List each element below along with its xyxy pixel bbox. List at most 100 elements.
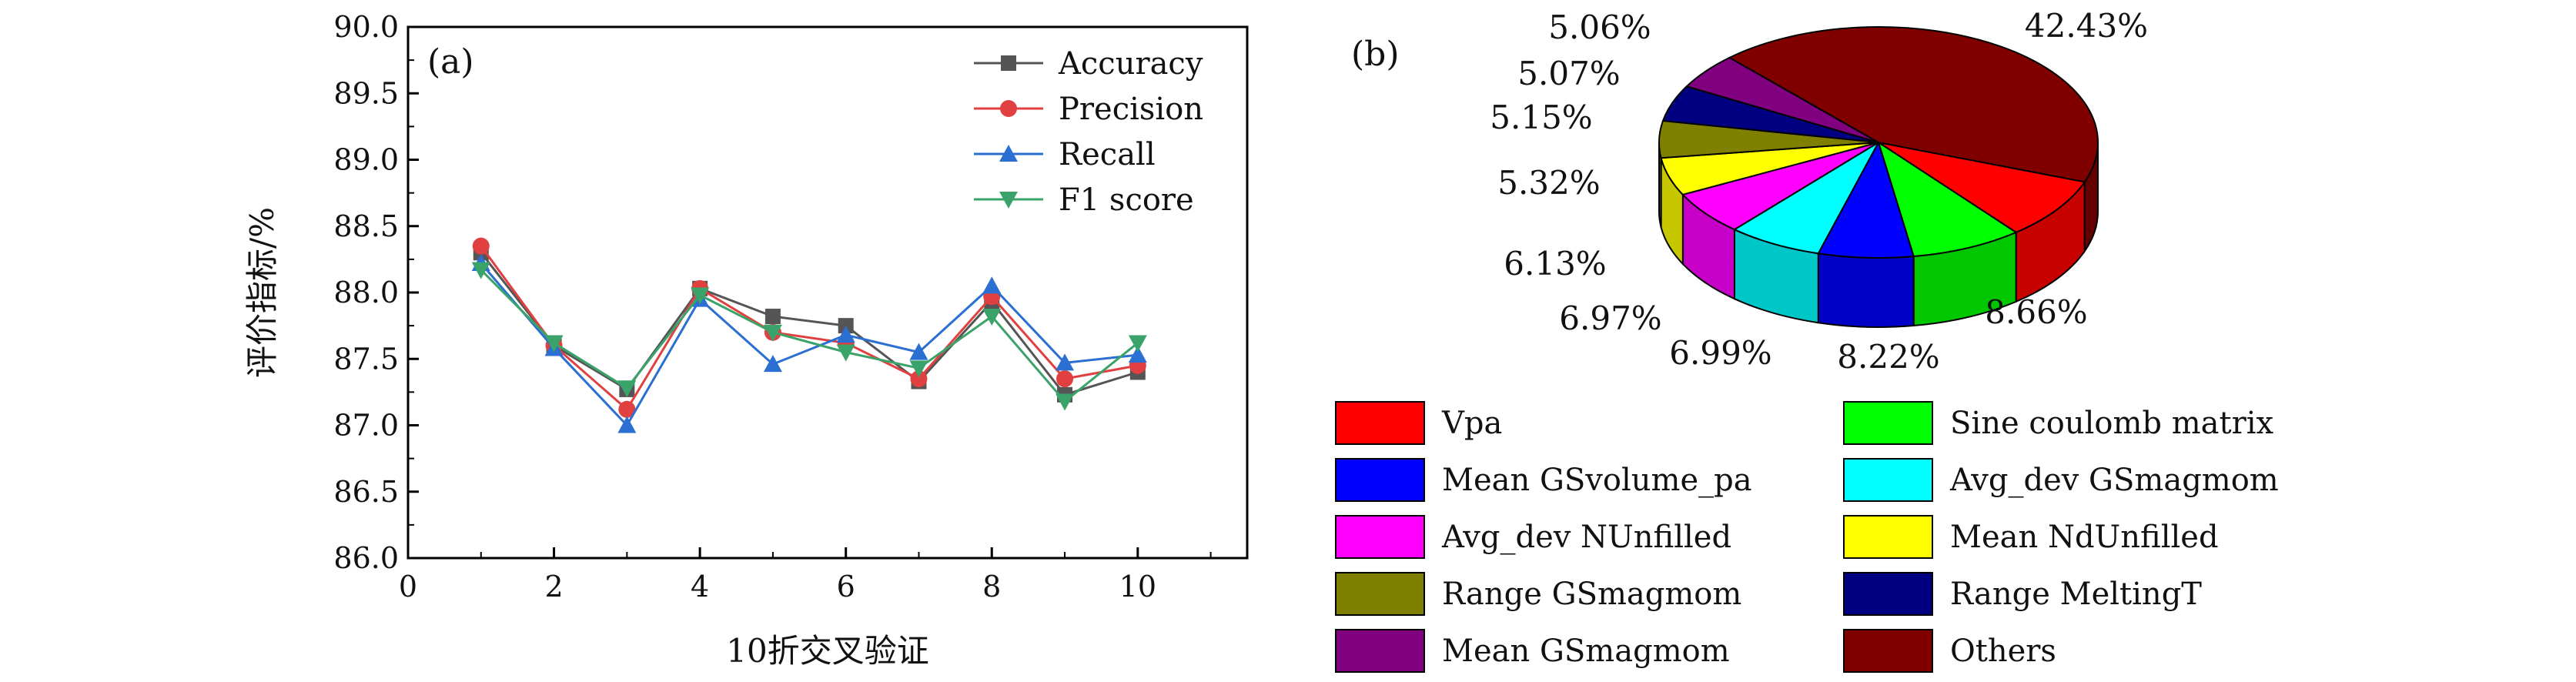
data-point (544, 335, 564, 353)
legend-entry: Accuracy (974, 46, 1203, 82)
data-point (617, 416, 637, 433)
legend-marker (1001, 55, 1016, 71)
legend-label: Mean GSvolume_pa (1442, 463, 1752, 498)
data-point (1128, 335, 1147, 353)
pie-legend-entry: Vpa (1335, 401, 1502, 445)
pie-percent-label: 6.99% (1669, 334, 1771, 372)
pie-percent-label: 6.97% (1559, 299, 1661, 337)
data-point (764, 309, 781, 325)
legend-marker (999, 145, 1018, 162)
legend-entry: Recall (974, 137, 1156, 172)
y-tick-label: 87.5 (333, 342, 399, 376)
y-tick-label: 90.0 (333, 10, 399, 44)
data-point (836, 344, 855, 362)
data-point (1055, 393, 1075, 411)
y-tick-label: 87.0 (333, 409, 399, 443)
series-layer (471, 237, 1147, 433)
data-point (909, 343, 928, 360)
legend-swatch (1843, 572, 1933, 616)
legend-swatch (1335, 401, 1425, 445)
y-tick-label: 88.0 (333, 276, 399, 309)
pie-slice-side (1817, 252, 1915, 328)
data-point (1056, 370, 1074, 388)
pie-legend-entry: Sine coulomb matrix (1843, 401, 2273, 445)
legend-label: Avg_dev NUnfilled (1441, 520, 1731, 555)
pie-layer (1658, 26, 2099, 328)
panel-label-b: (b) (1351, 35, 1400, 74)
data-point (471, 262, 490, 279)
legend-label: F1 score (1059, 182, 1194, 218)
legend-label: Recall (1059, 137, 1156, 172)
legend-entry: Precision (974, 92, 1203, 127)
data-point (910, 370, 928, 388)
pie-percent-label: 8.22% (1837, 338, 1939, 376)
series-line (480, 269, 1139, 403)
data-point (472, 237, 490, 255)
pie-legend-entry: Avg_dev NUnfilled (1335, 515, 1731, 559)
y-tick-label: 88.5 (333, 209, 399, 243)
legend-swatch (1335, 629, 1425, 673)
legend-label: Range MeltingT (1950, 577, 2202, 612)
legend-label: Mean GSmagmom (1442, 634, 1730, 669)
pie-percent-label: 5.32% (1497, 164, 1600, 202)
pie-legend-entry: Mean GSmagmom (1335, 629, 1730, 673)
data-point (838, 318, 854, 334)
data-point (982, 309, 1002, 326)
pie-legend-entry: Avg_dev GSmagmom (1843, 458, 2279, 502)
pie-percent-label: 5.07% (1517, 55, 1620, 92)
pie-percent-label: 5.06% (1548, 8, 1651, 46)
data-point (836, 326, 855, 343)
legend-label: Others (1950, 634, 2056, 669)
pie-slice-avg-dev-gsmagmom (1732, 140, 1881, 255)
data-point (618, 400, 636, 418)
x-tick-label: 6 (837, 570, 855, 603)
data-point (691, 287, 710, 305)
x-axis-label: 10折交叉验证 (726, 632, 928, 670)
y-axis-ticks: 86.0 86.5 87.0 87.5 88.0 88.5 89.0 89.5 90.0 (333, 10, 419, 575)
y-tick-label: 86.0 (333, 541, 399, 575)
pie-slice-others (1728, 26, 2099, 183)
legend-swatch (1335, 572, 1425, 616)
legend-marker (1000, 100, 1017, 117)
pie-legend-entry: Others (1843, 629, 2056, 673)
legend-label: Accuracy (1058, 46, 1203, 82)
data-point (1128, 346, 1147, 363)
pie-legend-entry: Range MeltingT (1843, 572, 2202, 616)
legend-label: Precision (1059, 92, 1203, 127)
pie-labels: 8.66% 8.22% 6.99%6.97% 6.13% 5.32% 5.15% 5.07%… (1490, 7, 2148, 376)
pie-slice-mean-gsvolume-pa (1817, 140, 1915, 259)
x-tick-label: 2 (544, 570, 563, 603)
line-legend: Accuracy Precision Recall F1 score (974, 46, 1203, 218)
series-precision (472, 237, 1146, 418)
pie-percent-label: 42.43% (2025, 7, 2148, 45)
y-axis-label: 评价指标/% (243, 207, 281, 378)
legend-entry: F1 score (974, 182, 1194, 218)
y-tick-label: 89.5 (333, 76, 399, 110)
pie-legend: Vpa Sine coulomb matrix Mean GSvolume_pa Av… (1335, 401, 2279, 673)
x-tick-label: 10 (1119, 570, 1156, 603)
legend-label: Sine coulomb matrix (1950, 406, 2273, 441)
y-tick-label: 89.0 (333, 143, 399, 177)
pie-percent-label: 5.15% (1490, 99, 1592, 136)
pie-legend-entry: Range GSmagmom (1335, 572, 1741, 616)
pie-chart: (b) 8.66% 8.22% 6.99%6.97% 6.13% 5.32% 5.15% 5… (1335, 7, 2279, 673)
data-point (617, 380, 637, 398)
series-line (480, 245, 1139, 412)
x-axis-ticks: 0 2 4 6 8 10 (399, 547, 1212, 603)
series-recall (471, 254, 1147, 433)
pie-percent-label: 6.13% (1504, 245, 1606, 282)
x-tick-label: 0 (399, 570, 417, 603)
pie-legend-entry: Mean GSvolume_pa (1335, 458, 1752, 502)
legend-swatch (1843, 401, 1933, 445)
legend-label: Mean NdUnfilled (1950, 520, 2219, 555)
x-tick-label: 8 (982, 570, 1001, 603)
series-line (480, 262, 1138, 427)
pie-slice-vpa (1878, 142, 2086, 233)
legend-marker (999, 192, 1018, 209)
legend-label: Range GSmagmom (1442, 577, 1741, 612)
legend-swatch (1843, 515, 1933, 559)
x-tick-label: 4 (691, 570, 709, 603)
series-f1-score (471, 262, 1147, 411)
legend-swatch (1843, 458, 1933, 502)
